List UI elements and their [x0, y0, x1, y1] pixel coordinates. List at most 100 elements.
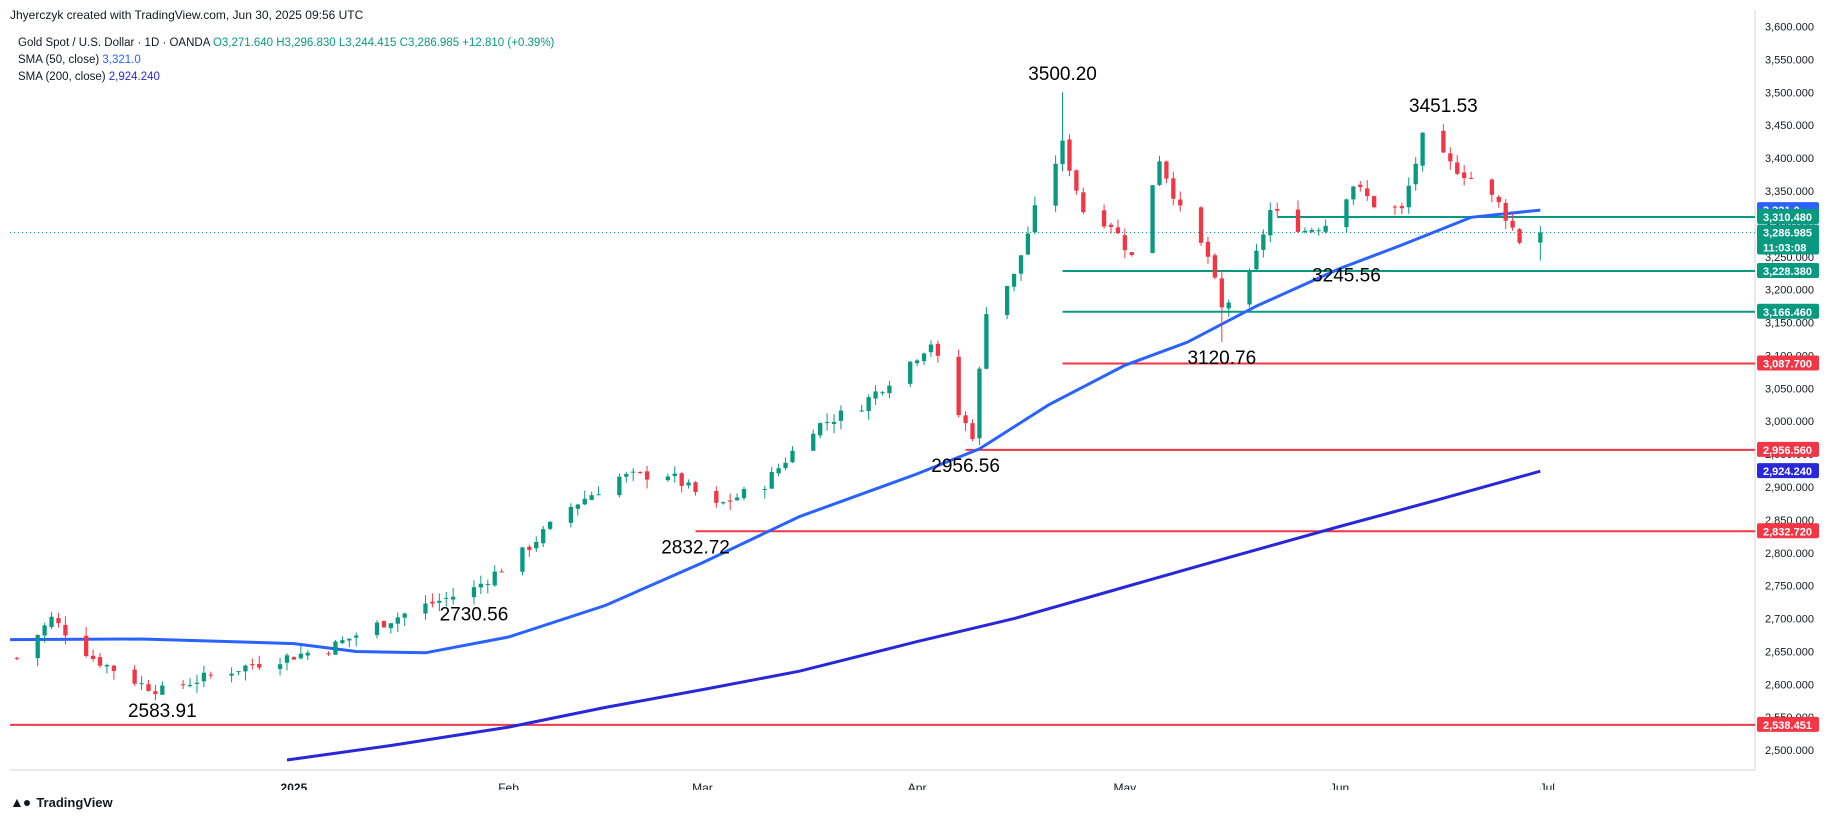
candle[interactable]: [111, 664, 117, 680]
candle[interactable]: [1275, 202, 1280, 217]
price-chart[interactable]: 2,500.0002,550.0002,600.0002,650.0002,70…: [0, 0, 1835, 790]
candle[interactable]: [1462, 165, 1467, 186]
candle[interactable]: [49, 612, 54, 630]
candle[interactable]: [187, 678, 193, 688]
candle[interactable]: [741, 486, 747, 501]
candle[interactable]: [831, 414, 837, 434]
candle[interactable]: [1129, 251, 1134, 257]
candle[interactable]: [970, 419, 975, 442]
candle[interactable]: [1268, 202, 1273, 243]
candle[interactable]: [499, 568, 504, 573]
legend-sma200-row[interactable]: SMA (200, close) 2,924.240: [18, 69, 554, 86]
candle[interactable]: [1261, 229, 1266, 258]
candle[interactable]: [388, 622, 393, 634]
candle[interactable]: [838, 405, 844, 430]
candle[interactable]: [250, 658, 255, 670]
candle[interactable]: [1503, 198, 1508, 230]
candle[interactable]: [90, 649, 96, 662]
candle[interactable]: [721, 501, 726, 505]
candle[interactable]: [1067, 134, 1072, 177]
candle[interactable]: [146, 680, 151, 692]
candle[interactable]: [790, 446, 795, 464]
candle[interactable]: [478, 575, 484, 595]
sma50-line[interactable]: [9, 208, 1541, 655]
candle[interactable]: [354, 632, 359, 647]
candle[interactable]: [679, 472, 684, 493]
candle[interactable]: [132, 665, 137, 686]
candle[interactable]: [229, 667, 234, 683]
candle[interactable]: [1468, 171, 1474, 180]
candle[interactable]: [1496, 194, 1501, 208]
candle[interactable]: [1399, 202, 1404, 215]
tradingview-logo[interactable]: ▲● TradingView: [10, 794, 113, 810]
candle[interactable]: [1295, 200, 1301, 234]
candle[interactable]: [1309, 227, 1314, 234]
candle[interactable]: [444, 591, 449, 607]
candle[interactable]: [1226, 299, 1231, 317]
candle[interactable]: [236, 671, 241, 676]
candle[interactable]: [374, 620, 380, 639]
candle[interactable]: [1053, 155, 1058, 213]
candle[interactable]: [56, 612, 61, 628]
candle[interactable]: [1164, 160, 1169, 184]
candle[interactable]: [617, 473, 622, 498]
candle[interactable]: [776, 463, 781, 477]
sma200-line[interactable]: [286, 469, 1541, 762]
candle[interactable]: [928, 340, 934, 357]
candle[interactable]: [1032, 196, 1037, 235]
candle[interactable]: [887, 381, 892, 399]
candle[interactable]: [381, 620, 387, 628]
candle[interactable]: [977, 366, 982, 445]
candle[interactable]: [914, 359, 920, 367]
candle[interactable]: [1372, 195, 1377, 209]
candle[interactable]: [769, 467, 774, 490]
candle[interactable]: [42, 622, 47, 643]
candle[interactable]: [153, 684, 158, 701]
candle[interactable]: [1489, 178, 1495, 203]
candle[interactable]: [665, 473, 670, 482]
candle[interactable]: [1219, 271, 1224, 342]
candle[interactable]: [520, 547, 525, 576]
candle[interactable]: [1108, 222, 1114, 234]
candle[interactable]: [1157, 155, 1162, 187]
candle[interactable]: [208, 671, 213, 679]
candle[interactable]: [1018, 255, 1024, 281]
candle[interactable]: [534, 536, 539, 552]
candle[interactable]: [1178, 191, 1183, 212]
candle[interactable]: [1074, 169, 1079, 195]
candle[interactable]: [1171, 171, 1176, 206]
candle[interactable]: [284, 653, 290, 671]
candle[interactable]: [1392, 204, 1398, 215]
candle[interactable]: [1351, 185, 1356, 205]
candle[interactable]: [644, 465, 650, 489]
candle[interactable]: [963, 411, 968, 432]
candle[interactable]: [1365, 180, 1370, 201]
candle[interactable]: [194, 674, 200, 693]
candle[interactable]: [333, 639, 338, 655]
candle[interactable]: [1441, 124, 1446, 154]
candle[interactable]: [762, 485, 767, 499]
candle[interactable]: [430, 593, 435, 608]
candle[interactable]: [305, 650, 310, 660]
candle[interactable]: [547, 521, 553, 531]
candle[interactable]: [326, 651, 331, 657]
candle[interactable]: [291, 656, 297, 660]
candle[interactable]: [811, 429, 816, 451]
candle[interactable]: [582, 490, 587, 506]
candle[interactable]: [596, 486, 601, 496]
candle[interactable]: [63, 616, 68, 645]
candle[interactable]: [1344, 198, 1349, 233]
candle[interactable]: [631, 468, 636, 481]
candle[interactable]: [880, 391, 885, 396]
candle[interactable]: [104, 663, 110, 674]
candle[interactable]: [1448, 147, 1453, 170]
candle[interactable]: [818, 422, 823, 439]
candle[interactable]: [1115, 219, 1121, 235]
candle[interactable]: [734, 493, 740, 501]
candle[interactable]: [423, 595, 428, 620]
candle[interactable]: [1004, 285, 1010, 320]
candle[interactable]: [84, 626, 89, 658]
candle[interactable]: [589, 491, 594, 501]
candle[interactable]: [347, 638, 352, 648]
candle[interactable]: [257, 655, 262, 671]
